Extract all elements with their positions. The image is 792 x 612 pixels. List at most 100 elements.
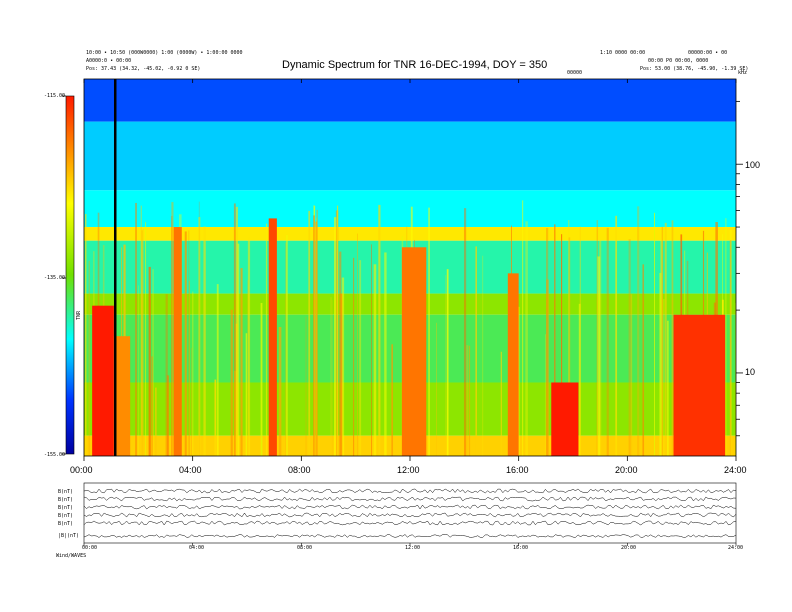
spectrum-streak: [352, 257, 355, 456]
panel-time-tick: 00:00: [82, 545, 98, 551]
spectrum-streak: [428, 207, 430, 456]
spectrum-streak: [729, 240, 732, 456]
spectrum-streak: [140, 205, 142, 456]
spectrum-streak: [148, 266, 151, 456]
spectrum-streak: [240, 268, 243, 456]
panel-frame: [83, 482, 737, 544]
time-tick-label: 24:00: [724, 465, 747, 475]
spectrum-streak: [237, 243, 240, 456]
spectrum-streak: [337, 205, 339, 456]
spectrum-band: [84, 227, 736, 241]
spectrum-streak: [378, 204, 381, 456]
colorbar: [65, 95, 75, 455]
spectrum-streak: [664, 222, 667, 456]
spectrum-streak: [285, 234, 288, 456]
header-right-line-4: Pos: 53.00 (38.76, -45.90, -1.39 SE): [640, 66, 749, 72]
field-trace: [83, 534, 737, 538]
spectrum-streak: [278, 326, 282, 456]
panel-time-tick: 20:00: [621, 545, 637, 551]
time-tick-label: 20:00: [615, 465, 638, 475]
spectrum-streak: [189, 280, 190, 456]
colorbar-tick-bottom: -155.00: [44, 452, 66, 458]
field-trace: [83, 512, 737, 518]
spectrum-streak: [308, 210, 311, 456]
spectrum-streak: [606, 227, 609, 456]
spectrum-burst: [92, 305, 114, 456]
spectrum-band: [84, 190, 736, 228]
spectrum-burst: [401, 247, 427, 456]
spectrum-streak: [141, 230, 143, 456]
header-right-line-2: 00000:00 • 00: [688, 50, 728, 56]
spectrum-streak: [142, 229, 144, 456]
chart-title: Dynamic Spectrum for TNR 16-DEC-1994, DO…: [282, 59, 548, 71]
spectrum-streak: [340, 293, 343, 456]
spectrum-streak: [642, 264, 645, 456]
spectrum-streak: [155, 387, 157, 456]
frequency-unit-label: kHz: [738, 70, 748, 76]
spectrum-streak: [561, 234, 563, 456]
field-trace: [83, 504, 737, 510]
spectrum-streak: [630, 294, 633, 456]
footer-label: Wind/WAVES: [56, 553, 87, 559]
time-tick-label: 08:00: [288, 465, 311, 475]
spectrum-streak: [85, 214, 87, 456]
spectrum-streak: [663, 298, 665, 456]
spectrum-streak: [463, 208, 467, 456]
spectrum-streak: [725, 218, 727, 456]
header-right-line-1: 1:10 0000 00:00: [600, 50, 646, 56]
spectrum-streak: [568, 237, 571, 456]
spectrum-streak: [599, 240, 602, 456]
spectrum-streak: [165, 294, 168, 456]
time-tick-label: 12:00: [397, 465, 420, 475]
panel-label: B(nT): [58, 489, 74, 495]
spectrum-streak: [285, 242, 287, 456]
spectrum-streak: [135, 202, 137, 456]
spectrum-streak: [152, 269, 154, 456]
spectrum-streak: [522, 200, 524, 456]
spectrum-burst: [173, 227, 182, 456]
spectrum-streak: [615, 215, 618, 456]
spectrum-streak: [546, 279, 549, 456]
spectrum-streak: [466, 345, 469, 456]
spectrum-streak: [184, 231, 187, 456]
spectrum-streak: [384, 252, 387, 456]
spectrum-streak: [371, 244, 372, 456]
spectrum-streak: [88, 260, 90, 456]
spectrum-streak: [313, 215, 315, 456]
spectrum-streak: [357, 233, 358, 456]
spectrum-streak: [233, 203, 236, 456]
spectrum-streak: [191, 347, 192, 456]
spectrum-streak: [436, 322, 437, 456]
panel-time-tick: 04:00: [189, 545, 205, 551]
colorbar-tick-top: -115.00: [44, 93, 66, 99]
colorbar-tick-mid: -135.00: [44, 275, 66, 281]
spectrum-band: [84, 121, 736, 191]
spectrum-streak: [166, 375, 170, 456]
header-left-line-1: 10:00 • 10:50 (000W0000) 1:00 (0000W) • …: [86, 50, 243, 56]
time-tick-label: 00:00: [70, 465, 93, 475]
spectrum-streak: [151, 356, 153, 456]
spectrum-streak: [188, 230, 190, 456]
spectrum-streak: [735, 303, 736, 456]
spectrum-streak: [666, 320, 669, 456]
header-left-line-3: Pos: 37.43 (34.32, -45.02, -0.92 0 SE): [86, 66, 201, 72]
spectrum-streak: [214, 379, 217, 456]
spectrum-streak: [597, 256, 601, 456]
spectrum-streak: [475, 246, 477, 456]
panel-label: |B|(nT): [58, 533, 80, 539]
spectrum-streak: [334, 217, 337, 456]
field-trace: [83, 488, 737, 494]
spectrum-streak: [579, 226, 581, 456]
panel-label: B(nT): [58, 513, 74, 519]
spectrum-streak: [500, 351, 502, 456]
spectrum-streak: [230, 309, 233, 456]
spectrum-streak: [216, 284, 219, 456]
spectrum-streak: [260, 302, 263, 456]
spectrum-streak: [654, 212, 655, 456]
spectrum-streak: [525, 221, 528, 456]
spectrum-image: [84, 79, 736, 456]
spectrum-streak: [341, 277, 345, 456]
spectrum-streak: [545, 334, 546, 456]
spectrum-streak: [671, 220, 674, 456]
spectrum-streak: [339, 251, 342, 456]
